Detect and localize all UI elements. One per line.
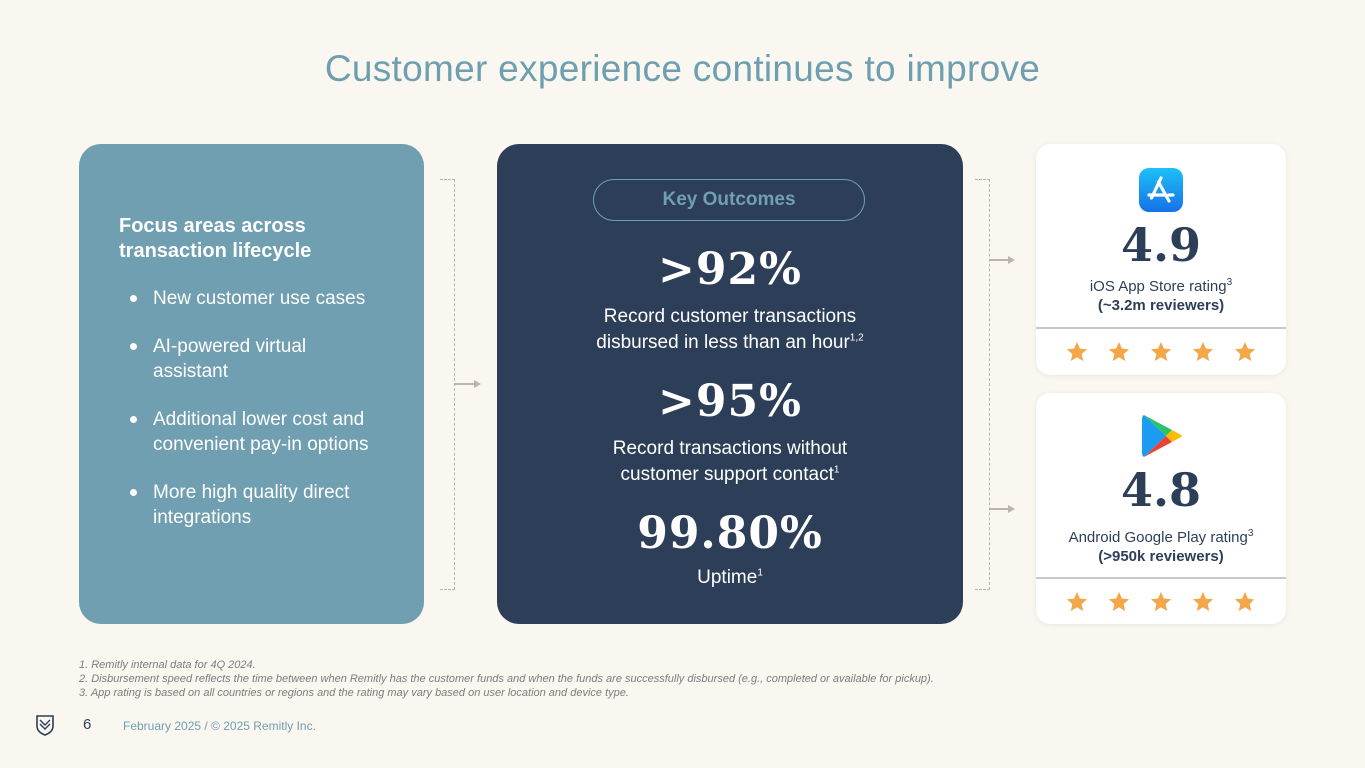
focus-item: Additional lower cost and convenient pay… — [119, 407, 383, 457]
star-icon — [1193, 592, 1213, 611]
star-icon — [1067, 342, 1087, 361]
metric-description: Uptime1 — [497, 565, 963, 591]
connector-arrow-line — [990, 259, 1008, 261]
star-icon — [1151, 342, 1171, 361]
star-icon — [1235, 342, 1255, 361]
star-rating — [1036, 340, 1286, 364]
arrow-right-icon — [1008, 256, 1015, 264]
page-number: 6 — [83, 716, 92, 733]
metric-value: 99.80% — [637, 508, 823, 559]
connector-arrow-line — [455, 383, 475, 385]
metric-text: Uptime — [697, 567, 758, 588]
star-icon — [1193, 342, 1213, 361]
metric-value: >95% — [658, 376, 802, 427]
google-play-icon — [1140, 413, 1184, 459]
footnote-ref: 1,2 — [849, 332, 864, 344]
reviewer-count: (~3.2m reviewers) — [1097, 297, 1225, 314]
footnote-ref: 3 — [1247, 528, 1254, 539]
focus-areas-panel: Focus areas across transaction lifecycle… — [79, 144, 424, 624]
metric-text: Record customer transactions disbursed i… — [596, 306, 857, 353]
rating-label-text: iOS App Store rating — [1089, 278, 1227, 295]
star-icon — [1067, 592, 1087, 611]
focus-item: New customer use cases — [119, 286, 413, 311]
rating-label-text: Android Google Play rating — [1068, 529, 1248, 546]
rating-value: 4.9 — [1120, 218, 1202, 272]
metric-description: Record transactions without customer sup… — [497, 436, 963, 488]
footnote-ref: 1 — [757, 567, 763, 579]
star-icon — [1151, 592, 1171, 611]
star-icon — [1235, 592, 1255, 611]
footnote: 2. Disbursement speed reflects the time … — [79, 673, 934, 685]
divider — [1036, 327, 1286, 329]
footer-date: February 2025 / © 2025 Remitly Inc. — [123, 719, 316, 733]
footnote-ref: 1 — [833, 464, 840, 476]
focus-item: More high quality direct integrations — [119, 480, 353, 530]
rating-value: 4.8 — [1120, 463, 1202, 517]
footnote: 1. Remitly internal data for 4Q 2024. — [79, 659, 256, 671]
metric-text: Record transactions without customer sup… — [612, 438, 848, 485]
footnotes: 1. Remitly internal data for 4Q 2024. 2.… — [79, 658, 934, 700]
ios-rating-card: 4.9 iOS App Store rating3 (~3.2m reviewe… — [1036, 144, 1286, 375]
page-title: Customer experience continues to improve — [324, 48, 1041, 89]
bullet-icon — [130, 416, 137, 423]
star-icon — [1109, 592, 1129, 611]
focus-item-label: Additional lower cost and convenient pay… — [153, 409, 369, 455]
rating-label: iOS App Store rating3 — [1036, 277, 1286, 296]
remitly-logo-icon — [35, 714, 55, 736]
focus-item-label: AI-powered virtual assistant — [153, 336, 307, 382]
star-rating — [1036, 590, 1286, 614]
footnote: 3. App rating is based on all countries … — [79, 687, 629, 699]
focus-item: AI-powered virtual assistant — [119, 334, 353, 384]
android-rating-card: 4.8 Android Google Play rating3 (>950k r… — [1036, 393, 1286, 624]
arrow-right-icon — [1008, 505, 1015, 513]
app-store-icon — [1139, 168, 1183, 212]
arrow-right-icon — [474, 380, 481, 388]
focus-list: New customer use cases AI-powered virtua… — [119, 286, 413, 553]
focus-item-label: More high quality direct integrations — [153, 482, 350, 528]
bullet-icon — [130, 489, 137, 496]
focus-heading: Focus areas across transaction lifecycle — [119, 215, 312, 262]
metric-value: >92% — [658, 244, 802, 295]
connector-bracket-right — [975, 179, 990, 590]
footnote-ref: 3 — [1226, 277, 1233, 288]
metric-description: Record customer transactions disbursed i… — [497, 304, 963, 356]
connector-bracket-left — [440, 179, 455, 590]
reviewer-count: (>950k reviewers) — [1098, 548, 1224, 565]
bullet-icon — [130, 295, 137, 302]
focus-item-label: New customer use cases — [153, 288, 366, 309]
connector-arrow-line — [990, 508, 1008, 510]
key-outcomes-pill: Key Outcomes — [593, 179, 865, 221]
rating-label: Android Google Play rating3 — [1036, 528, 1286, 547]
key-outcomes-panel: Key Outcomes >92% Record customer transa… — [497, 144, 963, 624]
bullet-icon — [130, 343, 137, 350]
star-icon — [1109, 342, 1129, 361]
divider — [1036, 577, 1286, 579]
